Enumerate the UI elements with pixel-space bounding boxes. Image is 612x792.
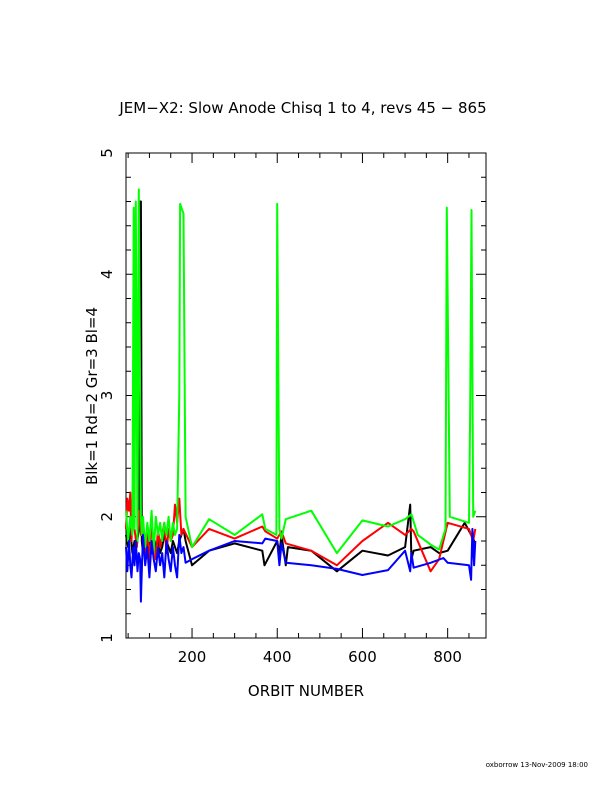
series-line-bl-4	[125, 527, 477, 603]
series-line-gr-3	[125, 188, 477, 555]
x-tick-label: 200	[178, 648, 207, 666]
plot-series	[125, 188, 477, 603]
series-line-rd-2	[125, 491, 477, 573]
x-axis-label: ORBIT NUMBER	[248, 682, 364, 700]
chart-title: JEM−X2: Slow Anode Chisq 1 to 4, revs 45…	[118, 99, 486, 117]
x-tick-label: 400	[263, 648, 292, 666]
x-tick-label: 800	[433, 648, 462, 666]
y-tick-label: 4	[98, 269, 116, 279]
y-tick-label: 5	[98, 148, 116, 158]
y-tick-label: 1	[98, 633, 116, 643]
y-tick-label: 3	[98, 391, 116, 401]
y-tick-label: 2	[98, 512, 116, 522]
y-axis-label: Blk=1 Rd=2 Gr=3 Bl=4	[83, 307, 101, 485]
x-tick-label: 600	[348, 648, 377, 666]
plot-axes: 200 400 600 800 1 2 3 4 5	[98, 148, 487, 666]
footer-credit: oxborrow 13-Nov-2009 18:00	[485, 761, 588, 769]
